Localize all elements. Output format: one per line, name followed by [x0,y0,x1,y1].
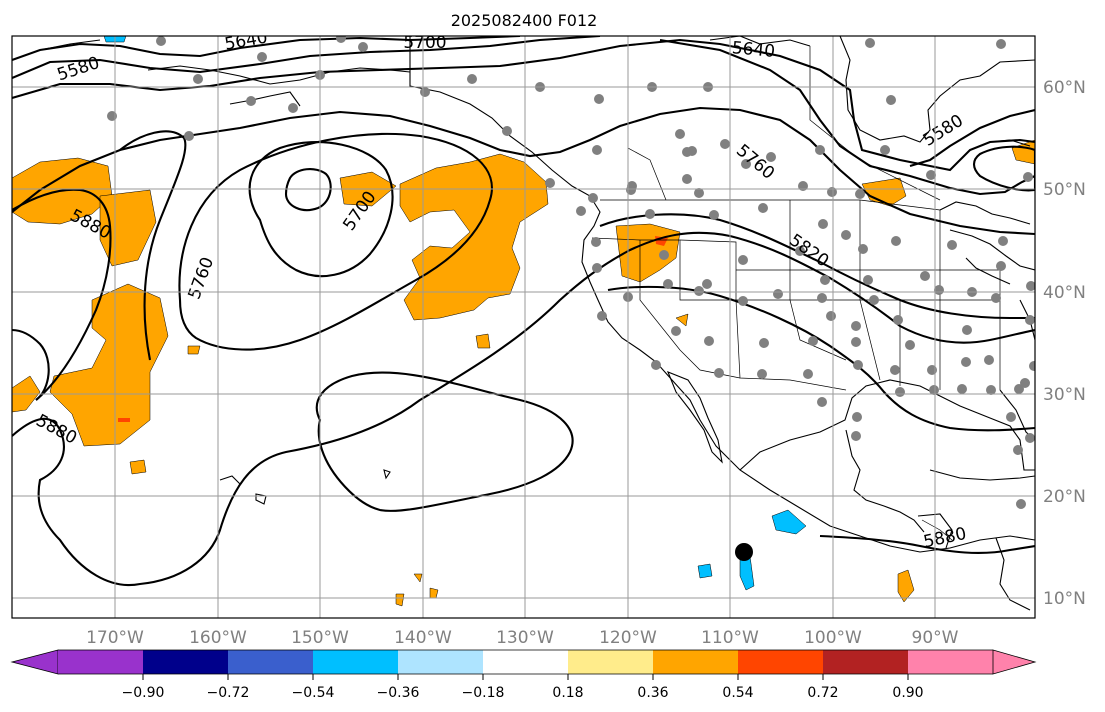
colorbar-tick-label: −0.18 [462,685,505,701]
colorbar-bin [313,650,398,674]
lat-tick-label: 10°N [1043,589,1086,609]
lon-tick-label: 170°W [86,628,144,648]
colorbar-extend-low [10,649,59,675]
station-markers [107,36,1035,509]
lat-tick-label: 30°N [1043,385,1086,405]
colorbar-bin [58,650,143,674]
colorbar-tick-label: −0.90 [122,685,165,701]
lat-tick-label: 40°N [1043,283,1086,303]
contour-label: 5700 [403,33,446,53]
lon-tick-label: 160°W [189,628,247,648]
map-panel: 5580 5640 5700 5640 5580 5880 5760 5700 … [11,33,1036,619]
colorbar-bin [483,650,568,674]
colorbar-tick-label: −0.54 [292,685,335,701]
lon-tick-label: 150°W [291,628,349,648]
colorbar-tick-label: 0.54 [722,685,753,701]
lat-tick-label: 20°N [1043,487,1086,507]
latitude-axis: 60°N 50°N 40°N 30°N 20°N 10°N [1043,78,1086,609]
lon-tick-label: 120°W [599,628,657,648]
colorbar-bin [398,650,483,674]
lat-tick-label: 60°N [1043,78,1086,98]
colorbar-tick-label: 0.72 [807,685,838,701]
colorbar-bin [228,650,313,674]
graticule [12,36,1035,618]
colorbar-bin [908,650,993,674]
anomaly-shading [12,36,1035,607]
colorbar-bin [568,650,653,674]
colorbar-bin [653,650,738,674]
lon-tick-label: 130°W [496,628,554,648]
map-frame [11,35,1036,619]
map-title: 2025082400 F012 [451,11,598,30]
lon-tick-label: 100°W [804,628,862,648]
colorbar: −0.90 −0.72 −0.54 −0.36 −0.18 0.18 0.36 … [10,649,1037,701]
lon-tick-label: 140°W [394,628,452,648]
lat-tick-label: 50°N [1043,180,1086,200]
longitude-axis: 170°W 160°W 150°W 140°W 130°W 120°W 110°… [86,628,959,648]
colorbar-bin [823,650,908,674]
colorbar-bin [738,650,823,674]
storm-center-marker [735,543,753,561]
colorbar-tick-label: −0.72 [207,685,250,701]
lon-tick-label: 110°W [701,628,759,648]
colorbar-tick-label: 0.90 [892,685,923,701]
lon-tick-label: 90°W [912,628,959,648]
contour-label: 5640 [731,38,776,62]
colorbar-tick-label: −0.36 [377,685,420,701]
colorbar-extend-high [992,649,1037,675]
colorbar-tick-label: 0.36 [637,685,668,701]
colorbar-tick-label: 0.18 [552,685,583,701]
colorbar-bin [143,650,228,674]
map-background [12,36,1035,618]
